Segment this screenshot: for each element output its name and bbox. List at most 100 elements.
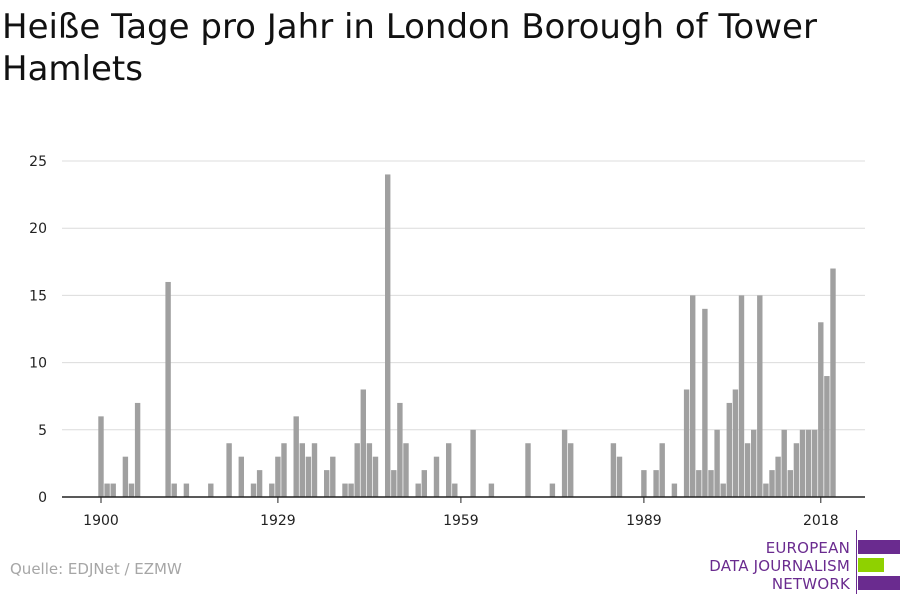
bar-2018 [818,322,824,497]
y-axis-labels: 0 5 10 15 20 25 [29,154,47,506]
bar-2003 [726,402,732,497]
bar-1974 [549,483,556,497]
bar-2015 [799,429,806,497]
bar-1989 [641,470,647,497]
bar-1940 [342,483,348,497]
bar-1985 [616,456,623,497]
bar-1949 [397,402,403,497]
x-axis-ticks: 1900 1929 1959 1989 2018 [83,497,839,529]
bar-1912 [171,483,177,497]
bar-1977 [568,443,574,497]
logo-bar-bottom [858,576,900,590]
bar-1947 [385,174,391,497]
y-tick-label: 15 [29,288,47,304]
bar-1914 [183,483,190,497]
bar-1945 [372,456,379,497]
y-tick-label: 10 [29,356,47,372]
bar-1984 [610,443,617,497]
grid-lines [62,160,865,431]
bar-1992 [659,443,665,497]
bar-1929 [275,456,281,497]
bar-1942 [354,443,360,497]
bar-1961 [470,429,476,497]
bar-1991 [653,470,659,497]
bar-1921 [226,443,232,497]
bar-1933 [299,443,305,497]
bar-1976 [561,429,568,497]
bars [98,174,836,497]
bar-2005 [738,295,745,497]
bar-1901 [104,483,110,497]
bar-1900 [98,416,104,497]
bar-1926 [256,470,263,497]
y-tick-label: 5 [38,423,47,439]
bar-2006 [744,443,751,497]
bar-2014 [793,443,800,497]
bar-1925 [250,483,257,497]
bar-1902 [110,483,116,497]
bar-1941 [348,483,354,497]
bar-1923 [238,456,244,497]
bar-1911 [165,281,171,497]
x-tick-label: 1959 [443,513,479,529]
bar-2000 [708,470,714,497]
bar-1996 [683,389,690,497]
bar-2008 [757,295,763,497]
bar-2010 [769,470,775,497]
y-tick-label: 20 [29,221,47,237]
bar-1930 [281,443,287,497]
x-tick-label: 2018 [803,513,839,529]
bar-1994 [671,483,678,497]
bar-1935 [311,443,318,497]
bar-1943 [360,389,366,497]
bar-1955 [433,456,440,497]
bar-1997 [690,295,696,497]
bar-2017 [812,429,818,497]
bar-1928 [269,483,275,497]
logo-divider [856,530,857,594]
bar-1957 [446,443,452,497]
bar-2002 [720,483,726,497]
edjnet-logo: EUROPEAN DATA JOURNALISM NETWORK [690,530,900,594]
x-tick-label: 1929 [260,513,296,529]
bar-1999 [702,308,708,497]
bar-2013 [787,470,793,497]
bar-1953 [421,470,427,497]
bar-1950 [403,443,409,497]
y-tick-label: 25 [29,154,47,170]
bar-2009 [763,483,769,497]
source-note: Quelle: EDJNet / EZMW [10,560,182,578]
bar-2020 [830,268,836,497]
logo-text-data-journalism: DATA JOURNALISM [709,557,850,575]
bar-2019 [824,376,830,497]
bar-1948 [391,470,397,497]
logo-bar-middle [858,558,884,572]
logo-bar-top [858,540,900,554]
bar-1937 [324,470,330,497]
bar-2016 [805,429,812,497]
bar-1918 [208,483,214,497]
bar-1938 [330,456,336,497]
bar-1904 [122,456,129,497]
x-tick-label: 1900 [83,513,119,529]
bar-1932 [293,416,299,497]
bar-1958 [452,483,458,497]
bar-1998 [696,470,702,497]
bar-1964 [488,483,495,497]
bar-2012 [781,429,787,497]
bar-1944 [366,443,373,497]
bar-1952 [415,483,421,497]
x-tick-label: 1989 [626,513,662,529]
y-tick-label: 0 [38,490,47,506]
bar-1970 [525,443,531,497]
chart-title: Heiße Tage pro Jahr in London Borough of… [2,7,817,89]
bar-1906 [134,402,141,497]
bar-2011 [775,456,781,497]
bar-2004 [732,389,739,497]
bar-1934 [305,456,312,497]
bar-1905 [128,483,135,497]
bar-2001 [714,429,720,497]
bar-2007 [751,429,757,497]
logo-text-network: NETWORK [771,575,850,593]
